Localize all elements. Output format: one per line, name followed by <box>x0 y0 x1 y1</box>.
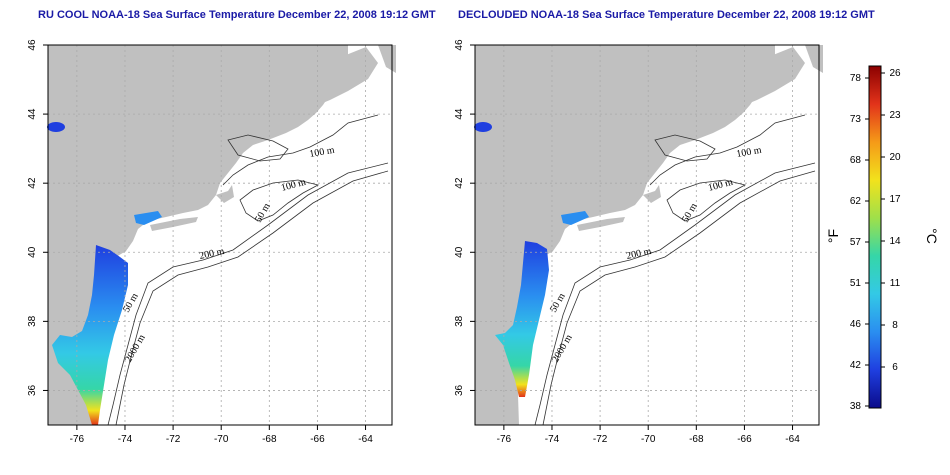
lon-tick-label: -64 <box>785 434 800 445</box>
right-panel-title: DECLOUDED NOAA-18 Sea Surface Temperatur… <box>458 9 875 21</box>
bathymetry-contour <box>649 114 806 186</box>
sst-data-patch <box>561 211 589 225</box>
sst-data-region <box>495 241 549 397</box>
lat-tick-label: 36 <box>27 384 38 396</box>
celsius-axis-label: °C <box>924 228 940 244</box>
bathymetry-contour <box>227 134 289 162</box>
fahrenheit-tick-label: 73 <box>850 114 862 125</box>
colorbar-gradient <box>868 65 882 409</box>
left-panel-title: RU COOL NOAA-18 Sea Surface Temperature … <box>38 9 436 21</box>
bathymetry-contour <box>666 179 747 222</box>
lat-tick-label: 42 <box>27 177 38 189</box>
bathymetry-contour <box>654 134 716 162</box>
contour-label: 100 m <box>309 145 336 160</box>
lon-tick-label: -76 <box>70 434 85 445</box>
lat-tick-label: 40 <box>454 246 465 258</box>
bathymetry-contour <box>239 179 320 222</box>
fahrenheit-tick-label: 62 <box>850 196 862 207</box>
lat-tick-label: 38 <box>454 315 465 327</box>
lat-tick-label: 46 <box>454 39 465 51</box>
lat-tick-label: 36 <box>454 384 465 396</box>
lon-tick-label: -74 <box>545 434 560 445</box>
lat-tick-label: 38 <box>27 315 38 327</box>
fahrenheit-tick-label: 51 <box>850 278 862 289</box>
lat-tick-label: 42 <box>454 177 465 189</box>
celsius-tick-label: 20 <box>889 152 901 163</box>
lon-tick-label: -70 <box>214 434 229 445</box>
celsius-tick-label: 17 <box>889 194 901 205</box>
fahrenheit-tick-label: 46 <box>850 319 862 330</box>
fahrenheit-tick-label: 57 <box>850 237 862 248</box>
bathymetry-contour <box>222 114 379 186</box>
lake-patch <box>474 122 492 132</box>
lon-tick-label: -66 <box>737 434 752 445</box>
fahrenheit-tick-label: 78 <box>850 73 862 84</box>
lon-tick-label: -72 <box>166 434 181 445</box>
lat-tick-label: 44 <box>27 108 38 120</box>
sst-data-region <box>52 245 128 425</box>
lake-patch <box>47 122 65 132</box>
lon-tick-label: -70 <box>641 434 656 445</box>
celsius-tick-label: 26 <box>889 68 901 79</box>
contour-label: 200 m <box>198 246 225 262</box>
bathymetry-contour <box>107 162 389 426</box>
bathymetry-contour <box>542 170 816 426</box>
lon-tick-label: -72 <box>593 434 608 445</box>
lon-tick-label: -68 <box>689 434 704 445</box>
lon-tick-label: -64 <box>358 434 373 445</box>
lon-tick-label: -66 <box>310 434 325 445</box>
celsius-tick-label: 11 <box>890 278 901 289</box>
lat-tick-label: 44 <box>454 108 465 120</box>
contour-label: 200 m <box>625 246 652 262</box>
celsius-tick-label: 6 <box>892 362 898 373</box>
celsius-tick-label: 23 <box>889 110 901 121</box>
lon-tick-label: -74 <box>118 434 133 445</box>
lon-tick-label: -68 <box>262 434 277 445</box>
map-frame <box>47 44 393 426</box>
bathymetry-contour <box>115 170 389 426</box>
celsius-tick-label: 8 <box>892 320 898 331</box>
fahrenheit-tick-label: 38 <box>850 401 862 412</box>
lat-tick-label: 40 <box>27 246 38 258</box>
fahrenheit-axis-label: °F <box>825 229 841 243</box>
temperature-colorbar: 78 73 68 62 57 51 46 42 38 26 23 20 17 14 11 8 6 °F °C <box>825 65 940 412</box>
map-frame <box>474 44 820 426</box>
bathymetry-contour <box>534 162 816 426</box>
lon-tick-label: -76 <box>497 434 512 445</box>
sst-data-patch <box>134 211 162 225</box>
lat-tick-label: 46 <box>27 39 38 51</box>
fahrenheit-tick-label: 42 <box>850 360 862 371</box>
fahrenheit-tick-label: 68 <box>850 155 862 166</box>
celsius-tick-label: 14 <box>889 236 901 247</box>
contour-label: 100 m <box>736 145 763 160</box>
